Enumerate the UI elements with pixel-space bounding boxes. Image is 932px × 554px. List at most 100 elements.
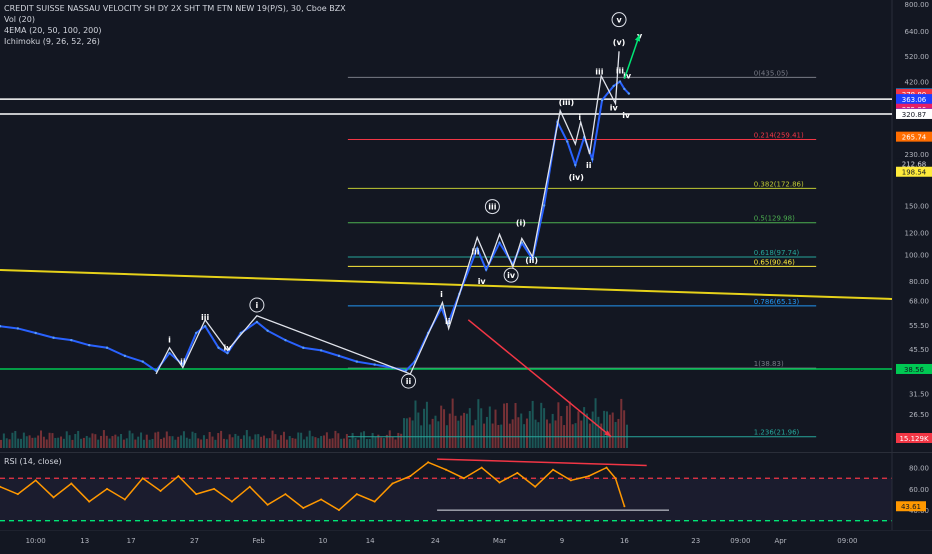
volume-bar — [388, 430, 391, 448]
rsi-point — [409, 475, 412, 478]
price-axis-tick: 520.00 — [905, 53, 930, 61]
price-point — [531, 257, 534, 261]
volume-bar — [174, 439, 177, 448]
wave-label-circle — [611, 12, 627, 28]
price-point — [600, 98, 604, 102]
pane-divider[interactable] — [0, 452, 932, 453]
time-axis[interactable]: 10:00 13 17 27 Feb 10 14 24 Mar 9 16 23 09:00 Apr 09:0… — [0, 529, 932, 550]
volume-bar — [31, 437, 34, 448]
volume-bar — [142, 439, 145, 448]
volume-bar — [574, 423, 577, 448]
rsi-point — [195, 493, 198, 496]
rsi-current-label: 43.61 — [901, 503, 921, 511]
rsi-legend[interactable]: RSI (14, close) — [4, 457, 62, 466]
volume-bar — [80, 438, 83, 448]
volume-bar — [617, 418, 620, 448]
price-chart[interactable]: 0(435.05) 0.214(259.41) 0.382(172.86) 0.5(1… — [0, 0, 932, 452]
volume-bar — [511, 419, 514, 448]
price-axis-tick: 26.50 — [909, 411, 929, 419]
price-point — [255, 320, 259, 324]
arrow-head — [604, 430, 612, 437]
volume-bar — [380, 437, 383, 448]
volume-bar — [177, 436, 180, 448]
rsi-point — [614, 477, 617, 480]
volume-bar — [440, 405, 443, 448]
fib-level-label: 0.214(259.41) — [754, 132, 804, 140]
volume-bar — [580, 420, 583, 448]
volume-bar — [354, 438, 357, 448]
volume-bar — [571, 424, 574, 448]
rsi-point — [0, 485, 1, 488]
volume-bar — [14, 430, 17, 448]
volume-bar — [334, 430, 337, 448]
volume-bar — [237, 435, 240, 448]
volume-bar — [262, 435, 265, 448]
price-badge-label: 198.54 — [902, 169, 927, 177]
volume-bar — [508, 423, 511, 448]
volume-bar — [202, 435, 205, 448]
wave-label: iv — [223, 343, 232, 352]
price-point — [319, 349, 323, 352]
volume-bar — [394, 439, 397, 448]
rsi-point — [123, 498, 126, 501]
volume-bar — [185, 437, 188, 448]
volume-bar — [228, 434, 231, 448]
rsi-point — [605, 466, 608, 469]
wave-label-circle — [249, 297, 265, 313]
price-chart-pane[interactable]: 0(435.05) 0.214(259.41) 0.382(172.86) 0.5(1… — [0, 0, 932, 452]
volume-bar — [348, 439, 351, 448]
volume-bar — [120, 433, 123, 448]
volume-bar — [240, 438, 243, 448]
price-axis-tick: 68.00 — [909, 298, 929, 306]
rsi-point — [516, 471, 519, 474]
volume-bar — [65, 431, 68, 448]
volume-bar — [197, 438, 200, 448]
volume-bar — [57, 437, 60, 448]
rsi-point — [462, 477, 465, 480]
volume-bar — [351, 432, 354, 448]
price-axis-tick: 45.50 — [909, 346, 929, 354]
price-axis-tick: 100.00 — [905, 251, 930, 259]
price-point — [302, 346, 305, 349]
volume-bar — [374, 437, 377, 448]
rsi-point — [498, 481, 501, 484]
volume-bar — [557, 402, 560, 448]
volume-bar — [128, 430, 131, 448]
rsi-point — [320, 498, 323, 501]
volume-bar — [45, 439, 48, 448]
volume-bar — [605, 411, 608, 448]
volume-bar — [623, 410, 626, 448]
wave-label: iii — [616, 66, 624, 75]
rsi-point — [141, 477, 144, 480]
volume-bar — [437, 421, 440, 448]
volume-bar — [71, 439, 74, 448]
volume-bar — [543, 408, 546, 448]
volume-bar — [222, 438, 225, 448]
rsi-point — [302, 506, 305, 509]
volume-bar — [245, 430, 248, 448]
volume-bar — [385, 434, 388, 448]
volume-bar — [94, 434, 97, 448]
rsi-point — [391, 482, 394, 485]
price-point — [52, 336, 55, 339]
volume-bar — [294, 438, 297, 448]
wave-label: (i) — [516, 219, 526, 228]
wave-label: (ii) — [525, 256, 538, 265]
price-line — [0, 80, 630, 373]
volume-bar — [397, 432, 400, 448]
price-axis-tick: 31.50 — [909, 390, 929, 398]
volume-bar — [371, 432, 374, 448]
volume-bar — [157, 431, 160, 448]
volume-bar — [260, 436, 263, 448]
volume-bar — [288, 436, 291, 448]
volume-bar — [451, 398, 454, 448]
volume-bar — [408, 417, 411, 448]
volume-bar — [111, 436, 114, 448]
volume-bar — [265, 438, 268, 448]
rsi-point — [16, 493, 19, 496]
wave-label: iii — [488, 203, 496, 212]
price-badge — [896, 363, 932, 374]
wave-label: i — [440, 290, 443, 299]
